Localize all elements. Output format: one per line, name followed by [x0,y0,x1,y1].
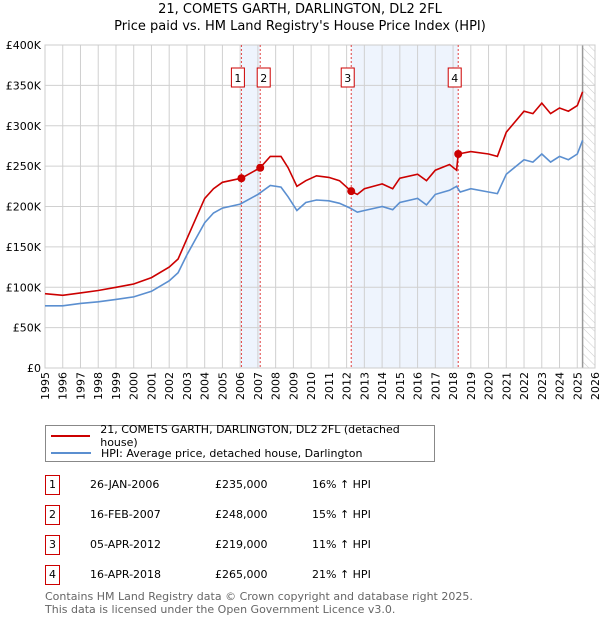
price-chart: 1995 1996 1997 1998 1999 2000 2001 2002 2003 2004… [6,39,600,400]
x-tick-label: 2024 [554,372,567,400]
x-tick-label: 2007 [252,372,265,400]
legend-swatch-property [51,435,91,437]
x-tick-label: 2017 [429,372,442,400]
sale-price: £248,000 [215,508,268,521]
sale-row: 2 16-FEB-2007 £248,000 15% ↑ HPI [45,505,445,525]
sale-row: 4 16-APR-2018 £265,000 21% ↑ HPI [45,565,445,585]
sale-number-badge: 4 [45,565,60,585]
legend-swatch-hpi [51,452,91,454]
x-tick-label: 2012 [341,372,354,400]
sale-label: 2 [260,72,267,85]
x-tick-label: 2014 [376,372,389,400]
y-tick-label: £400K [6,39,42,52]
legend-label-hpi: HPI: Average price, detached house, Darl… [101,446,363,460]
sale-date: 05-APR-2012 [90,538,162,551]
x-tick-label: 2020 [483,372,496,400]
sale-point [256,163,265,172]
x-tick-label: 1996 [57,372,70,400]
sale-price: £265,000 [215,568,268,581]
sale-date: 16-FEB-2007 [90,508,161,521]
sale-hpi-diff: 15% ↑ HPI [312,508,371,521]
x-tick-label: 2021 [500,372,513,400]
hpi-line [45,140,584,307]
sale-date: 26-JAN-2006 [90,478,160,491]
chart-legend: 21, COMETS GARTH, DARLINGTON, DL2 2FL (d… [45,423,435,462]
y-tick-label: £150K [6,241,42,254]
x-tick-label: 1999 [110,372,123,400]
sale-number-badge: 1 [45,475,60,495]
sale-hpi-diff: 16% ↑ HPI [312,478,371,491]
x-tick-label: 2008 [270,372,283,400]
x-tick-label: 2005 [216,372,229,400]
sale-label: 3 [344,72,351,85]
sale-label-box [230,67,245,88]
sale-price: £235,000 [215,478,268,491]
sale-hpi-diff: 11% ↑ HPI [312,538,371,551]
property-price-line [44,91,584,297]
x-tick-label: 2019 [465,372,478,400]
y-tick-label: £50K [13,322,42,335]
footer-licence: This data is licensed under the Open Gov… [45,603,396,616]
sale-date: 16-APR-2018 [90,568,162,581]
footer: Contains HM Land Registry data © Crown c… [45,590,473,616]
x-tick-label: 1995 [39,372,52,400]
chart-subtitle: Price paid vs. HM Land Registry's House … [114,19,486,34]
x-tick-label: 2025 [571,372,584,400]
x-tick-label: 2001 [146,372,159,400]
sale-number-badge: 2 [45,505,60,525]
x-tick-label: 1997 [75,372,88,400]
sale-hpi-diff: 21% ↑ HPI [312,568,371,581]
y-tick-label: £0 [27,362,41,375]
x-tick-label: 1998 [92,372,105,400]
sale-point [454,150,463,159]
x-tick-label: 2006 [234,372,247,400]
footer-copyright: Contains HM Land Registry data © Crown c… [45,590,473,603]
y-tick-label: £350K [6,79,42,92]
sale-number-badge: 3 [45,535,60,555]
sale-row: 1 26-JAN-2006 £235,000 16% ↑ HPI [45,475,445,495]
sale-label-box [447,67,462,88]
x-tick-label: 2011 [323,372,336,400]
x-tick-label: 2000 [128,372,141,400]
chart-title: 21, COMETS GARTH, DARLINGTON, DL2 2FL [158,2,442,17]
x-tick-label: 2026 [589,372,600,400]
sale-label: 1 [234,72,241,85]
x-tick-label: 2018 [447,372,460,400]
sale-label-box [256,67,271,88]
y-tick-label: £100K [6,281,42,294]
x-tick-label: 2004 [199,372,212,400]
x-tick-label: 2002 [163,372,176,400]
x-tick-label: 2003 [181,372,194,400]
x-tick-label: 2022 [518,372,531,400]
plot-frame [44,44,596,369]
y-tick-label: £300K [6,120,42,133]
sale-point [237,174,246,183]
sale-row: 3 05-APR-2012 £219,000 11% ↑ HPI [45,535,445,555]
x-tick-label: 2009 [287,372,300,400]
legend-label-property: 21, COMETS GARTH, DARLINGTON, DL2 2FL (d… [100,423,400,449]
x-tick-label: 2015 [394,372,407,400]
x-tick-label: 2013 [358,372,371,400]
y-tick-label: £200K [6,201,42,214]
y-tick-label: £250K [6,160,42,173]
x-tick-label: 2010 [305,372,318,400]
sale-price: £219,000 [215,538,268,551]
x-tick-label: 2016 [412,372,425,400]
sale-point [347,187,356,196]
x-tick-label: 2023 [536,372,549,400]
sale-label: 4 [451,72,458,85]
sale-label-box [340,67,355,88]
